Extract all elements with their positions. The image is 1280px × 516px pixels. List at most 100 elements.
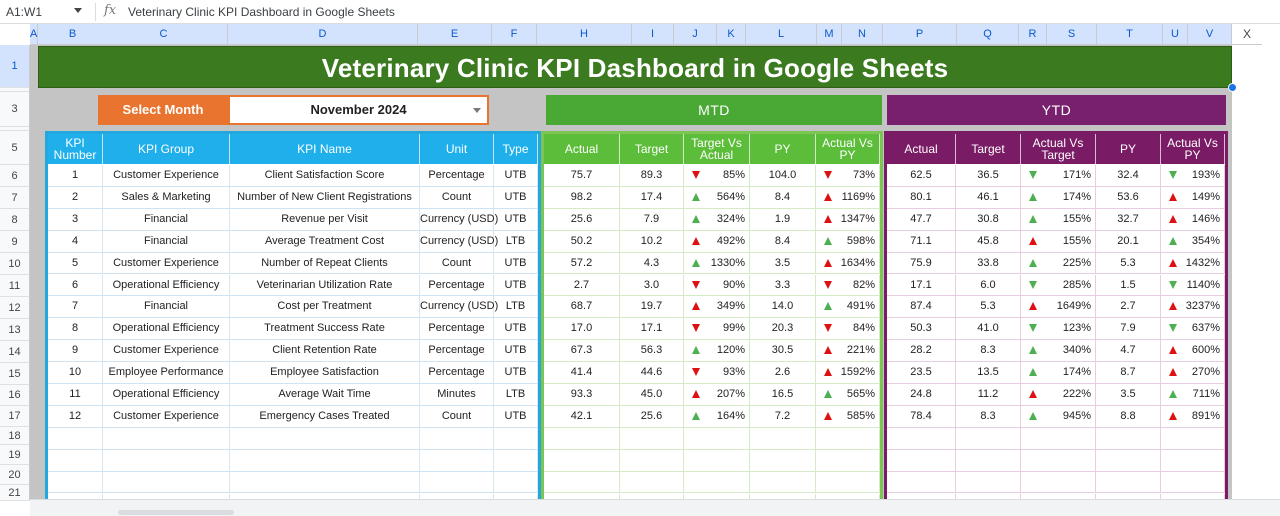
kpi-name-cell[interactable]: Revenue per Visit bbox=[230, 208, 420, 230]
column-header-m[interactable]: M bbox=[817, 24, 842, 45]
mtd-actual-cell[interactable]: 75.7 bbox=[544, 165, 620, 186]
row-header-3[interactable]: 3 bbox=[0, 92, 30, 127]
row-header-12[interactable]: 12 bbox=[0, 297, 30, 319]
mtd-actual-vs-py-cell[interactable]: 585% bbox=[816, 405, 880, 427]
mtd-target-cell[interactable]: 17.1 bbox=[620, 318, 684, 340]
empty-cell[interactable] bbox=[230, 471, 420, 493]
ytd-actual-cell[interactable]: 28.2 bbox=[887, 340, 956, 362]
mtd-target-vs-actual-cell[interactable]: 349% bbox=[684, 296, 750, 318]
mtd-actual-cell[interactable]: 67.3 bbox=[544, 340, 620, 362]
ytd-actual-vs-target-cell[interactable]: 155% bbox=[1021, 230, 1096, 252]
kpi-group-cell[interactable]: Financial bbox=[103, 296, 230, 318]
empty-cell[interactable] bbox=[1161, 427, 1225, 449]
empty-cell[interactable] bbox=[956, 471, 1021, 493]
mtd-actual-cell[interactable]: 17.0 bbox=[544, 318, 620, 340]
empty-cell[interactable] bbox=[816, 471, 880, 493]
kpi-number-cell[interactable]: 12 bbox=[48, 405, 103, 427]
ytd-actual-cell[interactable]: 80.1 bbox=[887, 186, 956, 208]
ytd-target-cell[interactable]: 13.5 bbox=[956, 362, 1021, 384]
unit-cell[interactable]: Count bbox=[420, 405, 494, 427]
ytd-actual-vs-target-cell[interactable]: 225% bbox=[1021, 252, 1096, 274]
ytd-actual-vs-py-cell[interactable]: 354% bbox=[1161, 230, 1225, 252]
kpi-number-cell[interactable]: 8 bbox=[48, 318, 103, 340]
mtd-actual-cell[interactable]: 2.7 bbox=[544, 274, 620, 296]
empty-cell[interactable] bbox=[684, 471, 750, 493]
ytd-actual-vs-py-cell[interactable]: 1140% bbox=[1161, 274, 1225, 296]
ytd-py-cell[interactable]: 3.5 bbox=[1096, 384, 1161, 405]
mtd-target-cell[interactable]: 44.6 bbox=[620, 362, 684, 384]
kpi-number-cell[interactable]: 11 bbox=[48, 384, 103, 405]
mtd-actual-cell[interactable]: 42.1 bbox=[544, 405, 620, 427]
column-header-k[interactable]: K bbox=[717, 24, 746, 45]
empty-cell[interactable] bbox=[684, 449, 750, 471]
mtd-actual-cell[interactable]: 98.2 bbox=[544, 186, 620, 208]
empty-cell[interactable] bbox=[103, 427, 230, 449]
column-header-i[interactable]: I bbox=[632, 24, 674, 45]
mtd-target-cell[interactable]: 25.6 bbox=[620, 405, 684, 427]
type-cell[interactable]: UTB bbox=[494, 405, 538, 427]
ytd-actual-cell[interactable]: 87.4 bbox=[887, 296, 956, 318]
kpi-name-cell[interactable]: Average Wait Time bbox=[230, 384, 420, 405]
mtd-actual-vs-py-cell[interactable]: 598% bbox=[816, 230, 880, 252]
type-cell[interactable]: UTB bbox=[494, 165, 538, 186]
kpi-group-cell[interactable]: Financial bbox=[103, 230, 230, 252]
unit-cell[interactable]: Percentage bbox=[420, 318, 494, 340]
mtd-actual-vs-py-cell[interactable]: 1347% bbox=[816, 208, 880, 230]
empty-cell[interactable] bbox=[420, 471, 494, 493]
ytd-actual-cell[interactable]: 50.3 bbox=[887, 318, 956, 340]
ytd-py-cell[interactable]: 2.7 bbox=[1096, 296, 1161, 318]
column-header-b[interactable]: B bbox=[38, 24, 108, 45]
ytd-target-cell[interactable]: 33.8 bbox=[956, 252, 1021, 274]
mtd-py-cell[interactable]: 20.3 bbox=[750, 318, 816, 340]
ytd-py-cell[interactable]: 5.3 bbox=[1096, 252, 1161, 274]
empty-cell[interactable] bbox=[230, 449, 420, 471]
chevron-down-icon[interactable] bbox=[473, 108, 481, 113]
kpi-name-cell[interactable]: Client Retention Rate bbox=[230, 340, 420, 362]
mtd-target-cell[interactable]: 45.0 bbox=[620, 384, 684, 405]
ytd-actual-vs-target-cell[interactable]: 123% bbox=[1021, 318, 1096, 340]
mtd-target-cell[interactable]: 19.7 bbox=[620, 296, 684, 318]
ytd-actual-cell[interactable]: 24.8 bbox=[887, 384, 956, 405]
type-cell[interactable]: UTB bbox=[494, 274, 538, 296]
empty-cell[interactable] bbox=[494, 427, 538, 449]
ytd-target-cell[interactable]: 41.0 bbox=[956, 318, 1021, 340]
mtd-target-vs-actual-cell[interactable]: 564% bbox=[684, 186, 750, 208]
empty-cell[interactable] bbox=[420, 427, 494, 449]
mtd-actual-vs-py-cell[interactable]: 1592% bbox=[816, 362, 880, 384]
empty-cell[interactable] bbox=[620, 449, 684, 471]
empty-cell[interactable] bbox=[544, 427, 620, 449]
kpi-group-cell[interactable]: Customer Experience bbox=[103, 405, 230, 427]
column-header-d[interactable]: D bbox=[228, 24, 418, 45]
ytd-actual-cell[interactable]: 47.7 bbox=[887, 208, 956, 230]
empty-cell[interactable] bbox=[620, 427, 684, 449]
type-cell[interactable]: LTB bbox=[494, 384, 538, 405]
column-header-e[interactable]: E bbox=[418, 24, 492, 45]
mtd-target-cell[interactable]: 17.4 bbox=[620, 186, 684, 208]
type-cell[interactable]: UTB bbox=[494, 208, 538, 230]
ytd-py-cell[interactable]: 32.4 bbox=[1096, 165, 1161, 186]
row-header-5[interactable]: 5 bbox=[0, 131, 30, 165]
mtd-actual-vs-py-cell[interactable]: 565% bbox=[816, 384, 880, 405]
column-header-h[interactable]: H bbox=[537, 24, 632, 45]
ytd-actual-cell[interactable]: 23.5 bbox=[887, 362, 956, 384]
empty-cell[interactable] bbox=[1021, 449, 1096, 471]
type-cell[interactable]: UTB bbox=[494, 340, 538, 362]
ytd-py-cell[interactable]: 32.7 bbox=[1096, 208, 1161, 230]
ytd-py-cell[interactable]: 4.7 bbox=[1096, 340, 1161, 362]
empty-cell[interactable] bbox=[1096, 471, 1161, 493]
kpi-name-cell[interactable]: Veterinarian Utilization Rate bbox=[230, 274, 420, 296]
mtd-actual-cell[interactable]: 68.7 bbox=[544, 296, 620, 318]
kpi-name-cell[interactable]: Number of Repeat Clients bbox=[230, 252, 420, 274]
name-box[interactable]: A1:W1 bbox=[6, 5, 43, 19]
column-header-r[interactable]: R bbox=[1019, 24, 1047, 45]
ytd-actual-vs-py-cell[interactable]: 711% bbox=[1161, 384, 1225, 405]
kpi-group-cell[interactable]: Sales & Marketing bbox=[103, 186, 230, 208]
ytd-actual-vs-py-cell[interactable]: 1432% bbox=[1161, 252, 1225, 274]
empty-cell[interactable] bbox=[544, 471, 620, 493]
kpi-name-cell[interactable]: Number of New Client Registrations bbox=[230, 186, 420, 208]
unit-cell[interactable]: Percentage bbox=[420, 340, 494, 362]
kpi-number-cell[interactable]: 3 bbox=[48, 208, 103, 230]
row-header-10[interactable]: 10 bbox=[0, 253, 30, 275]
ytd-actual-vs-target-cell[interactable]: 1649% bbox=[1021, 296, 1096, 318]
unit-cell[interactable]: Percentage bbox=[420, 274, 494, 296]
